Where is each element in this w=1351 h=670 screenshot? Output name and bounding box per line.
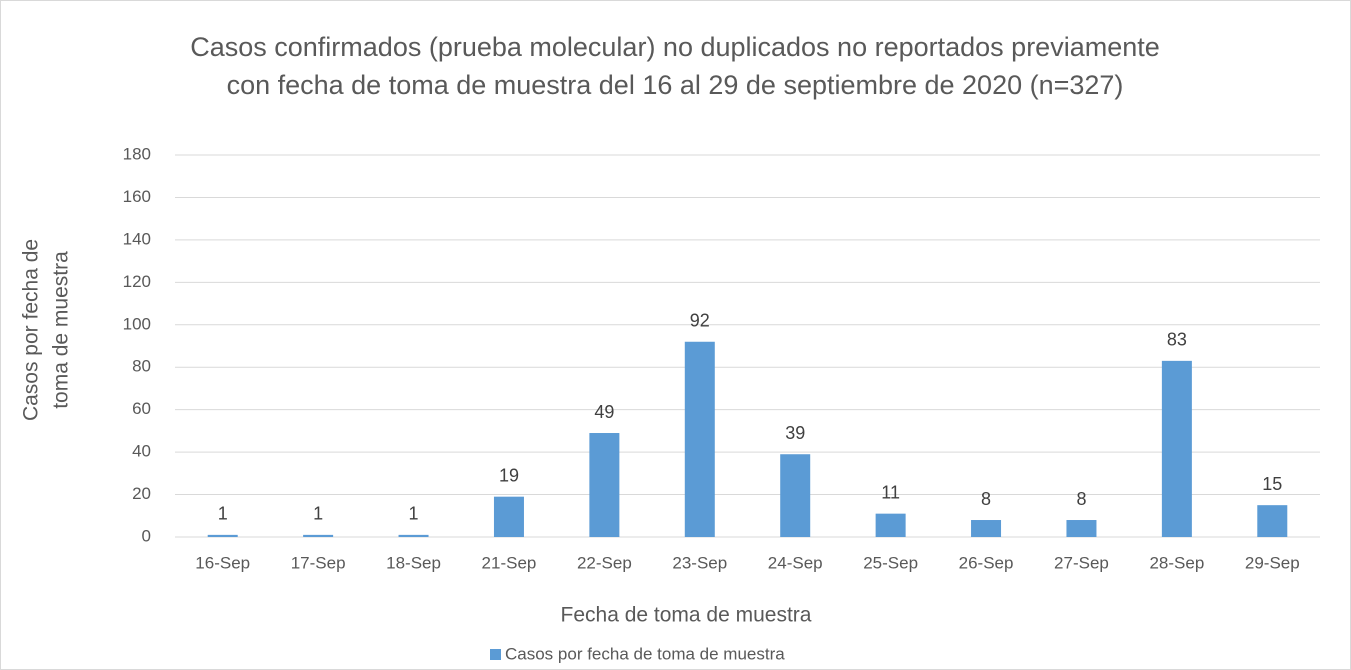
- x-tick-label: 24-Sep: [768, 553, 823, 572]
- data-label: 19: [499, 465, 519, 485]
- bar: [780, 454, 811, 537]
- data-label: 1: [218, 504, 228, 524]
- x-tick-label: 17-Sep: [291, 553, 346, 572]
- bar: [589, 433, 620, 537]
- bar: [875, 513, 906, 537]
- x-tick-label: 18-Sep: [386, 553, 441, 572]
- y-tick-label: 40: [132, 442, 151, 461]
- x-tick-label: 27-Sep: [1054, 553, 1109, 572]
- y-tick-label: 120: [123, 272, 151, 291]
- data-label: 1: [409, 504, 419, 524]
- x-tick-label: 28-Sep: [1149, 553, 1204, 572]
- x-tick-label: 22-Sep: [577, 553, 632, 572]
- bar: [971, 520, 1002, 537]
- bar: [1257, 505, 1288, 537]
- data-label: 11: [881, 482, 900, 502]
- y-tick-label: 100: [123, 314, 151, 333]
- y-tick-label: 20: [132, 484, 151, 503]
- y-tick-label: 140: [123, 229, 151, 248]
- data-label: 8: [1076, 489, 1086, 509]
- x-tick-label: 25-Sep: [863, 553, 918, 572]
- legend-label: Casos por fecha de toma de muestra: [505, 644, 785, 663]
- bar: [684, 341, 715, 537]
- bar: [398, 534, 429, 537]
- y-tick-label: 0: [142, 526, 151, 545]
- x-tick-label: 21-Sep: [482, 553, 537, 572]
- x-tick-label: 29-Sep: [1245, 553, 1300, 572]
- legend-swatch: [490, 649, 501, 660]
- chart-title: con fecha de toma de muestra del 16 al 2…: [227, 70, 1124, 100]
- y-tick-label: 80: [132, 357, 151, 376]
- bar: [493, 496, 524, 537]
- bar: [1066, 520, 1097, 537]
- data-label: 15: [1262, 474, 1282, 494]
- x-tick-label: 16-Sep: [195, 553, 250, 572]
- chart-title: Casos confirmados (prueba molecular) no …: [190, 32, 1160, 62]
- y-tick-label: 180: [123, 144, 151, 163]
- x-tick-label: 23-Sep: [672, 553, 727, 572]
- x-tick-label: 26-Sep: [959, 553, 1014, 572]
- data-label: 83: [1167, 330, 1187, 350]
- data-label: 49: [594, 402, 614, 422]
- y-axis-title: toma de muestra: [50, 251, 73, 409]
- data-label: 92: [690, 311, 710, 331]
- bar: [207, 534, 238, 537]
- x-axis-title: Fecha de toma de muestra: [561, 604, 812, 627]
- data-label: 8: [981, 489, 991, 509]
- bar: [1161, 360, 1192, 537]
- data-label: 39: [785, 423, 805, 443]
- y-axis-title: Casos por fecha de: [20, 239, 43, 421]
- bar: [303, 534, 334, 537]
- data-label: 1: [313, 504, 323, 524]
- y-tick-label: 160: [123, 187, 151, 206]
- y-tick-label: 60: [132, 399, 151, 418]
